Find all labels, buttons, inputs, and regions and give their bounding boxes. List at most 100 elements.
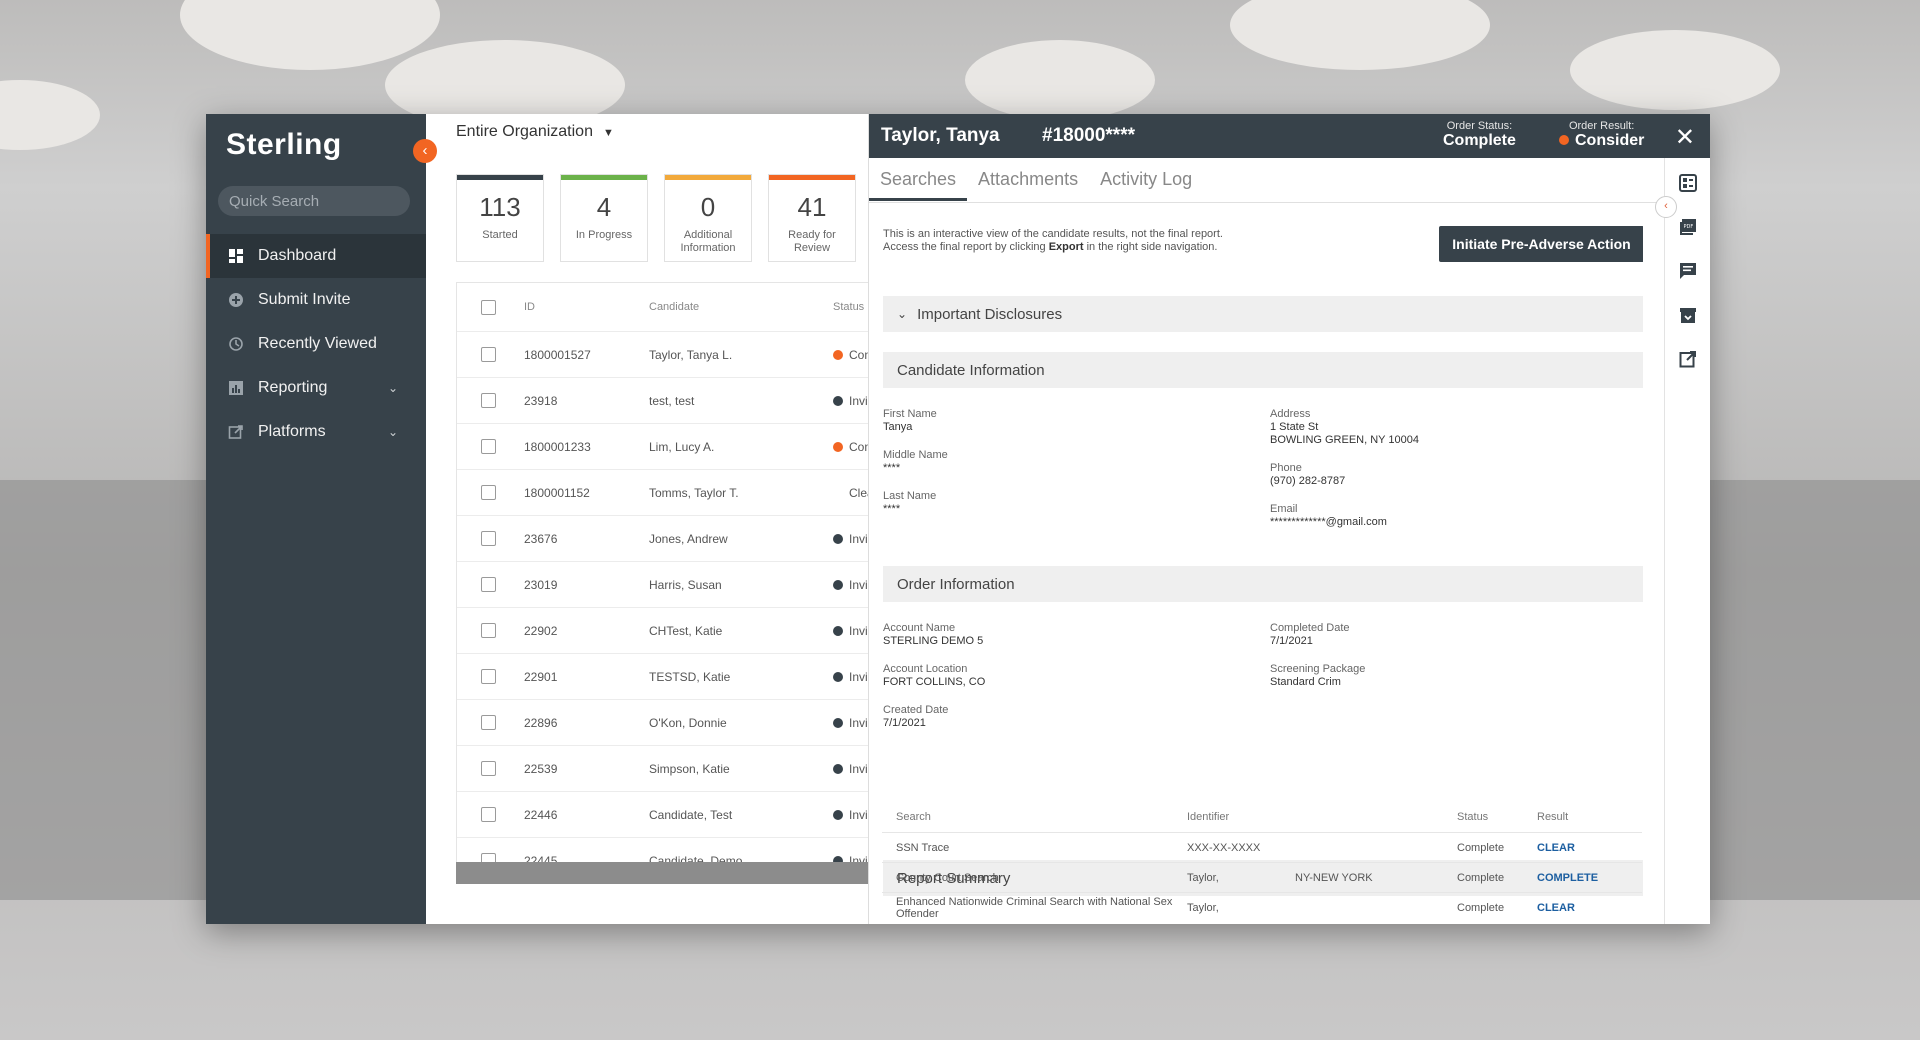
row-checkbox[interactable]	[481, 577, 496, 592]
export-icon[interactable]	[1679, 350, 1697, 368]
table-header: ID Candidate Status	[457, 283, 877, 332]
candidate-name[interactable]: Taylor, Tanya L.	[649, 347, 733, 362]
order-information-header: Order Information	[883, 566, 1643, 602]
stat-card-in-progress[interactable]: 4 In Progress	[560, 174, 648, 262]
row-checkbox[interactable]	[481, 807, 496, 822]
identifier-jurisdiction: NY-NEW YORK	[1295, 871, 1373, 884]
candidate-name[interactable]: Lim, Lucy A.	[649, 439, 715, 454]
row-checkbox[interactable]	[481, 623, 496, 638]
sidebar-item-submit-invite[interactable]: Submit Invite	[206, 278, 426, 322]
candidate-name[interactable]: Simpson, Katie	[649, 761, 730, 776]
stat-card-ready-for-review[interactable]: 41 Ready for Review	[768, 174, 856, 262]
close-icon[interactable]: ✕	[1674, 124, 1695, 151]
candidate-name[interactable]: Candidate, Test	[649, 807, 733, 822]
stat-card-additional-information[interactable]: 0 Additional Information	[664, 174, 752, 262]
stat-card-started[interactable]: 113 Started	[456, 174, 544, 262]
row-checkbox[interactable]	[481, 761, 496, 776]
order-status-label: Order Status:	[1446, 120, 1513, 132]
collapse-rail-button[interactable]: ‹	[1655, 196, 1677, 218]
collapse-sidebar-button[interactable]: ‹	[413, 139, 437, 163]
chevron-down-icon[interactable]: ⌄	[387, 381, 398, 395]
table-row[interactable]: 23676 Jones, Andrew Invi	[457, 516, 877, 562]
sidebar-item-recently-viewed[interactable]: Recently Viewed	[206, 322, 426, 366]
search-result-link[interactable]: CLEAR	[1537, 841, 1575, 854]
row-checkbox[interactable]	[481, 485, 496, 500]
report-summary-row[interactable]: Enhanced Nationwide Criminal Search with…	[882, 893, 1642, 922]
table-row[interactable]: 22896 O'Kon, Donnie Invi	[457, 700, 877, 746]
report-summary-row[interactable]: County Court Search Taylor, NY-NEW YORK Com…	[882, 863, 1642, 893]
table-row[interactable]: 1800001527 Taylor, Tanya L. Con	[457, 332, 877, 378]
status-text: Invi	[849, 531, 868, 546]
sidebar: Sterling ‹ Dashboard Submit Invite	[206, 114, 444, 924]
svg-text:PDF: PDF	[1684, 224, 1694, 230]
archive-icon[interactable]	[1679, 306, 1697, 324]
row-checkbox[interactable]	[481, 439, 496, 454]
interactive-view-note: This is an interactive view of the candi…	[883, 228, 1333, 254]
stat-color-bar	[561, 175, 647, 180]
search-result-link[interactable]: COMPLETE	[1537, 871, 1599, 884]
table-row[interactable]: 22902 CHTest, Katie Invi	[457, 608, 877, 654]
report-summary-row[interactable]: SSN Trace XXX-XX-XXXX Complete CLEAR	[882, 833, 1642, 863]
bar-chart-icon	[228, 380, 244, 396]
sidebar-item-label: Dashboard	[258, 247, 337, 264]
report-summary-grid: Search Identifier Status Result SSN Trac…	[882, 802, 1642, 922]
status-dot	[833, 625, 843, 636]
row-checkbox[interactable]	[481, 347, 496, 362]
column-header-candidate[interactable]: Candidate	[649, 301, 700, 313]
organization-selector-value: Entire Organization	[456, 123, 593, 140]
chevron-down-icon[interactable]: ⌄	[387, 425, 398, 439]
pdf-icon[interactable]: PDF	[1679, 218, 1697, 236]
candidate-name[interactable]: TESTSD, Katie	[649, 669, 731, 684]
candidate-name[interactable]: Jones, Andrew	[649, 531, 728, 546]
comment-icon[interactable]	[1679, 262, 1697, 280]
chevron-down-icon: ⌄	[897, 307, 908, 321]
orders-table: ID Candidate Status 1800001527 Taylor, Ta…	[456, 282, 877, 884]
ceiling-light	[1230, 0, 1490, 70]
candidate-name[interactable]: Tomms, Taylor T.	[649, 485, 739, 500]
status-text: Invi	[849, 669, 868, 684]
order-status: Order Status: Complete	[1443, 120, 1516, 150]
table-row[interactable]: 1800001233 Lim, Lucy A. Con	[457, 424, 877, 470]
candidate-name[interactable]: test, test	[649, 393, 695, 408]
status-dot	[833, 855, 843, 866]
horizontal-scrollbar[interactable]	[456, 862, 876, 884]
table-row[interactable]: 23918 test, test Invi	[457, 378, 877, 424]
tab-activity-log[interactable]: Activity Log	[1100, 169, 1193, 189]
sidebar-item-platforms[interactable]: Platforms ⌄	[206, 410, 426, 454]
row-checkbox[interactable]	[481, 715, 496, 730]
table-row[interactable]: 22446 Candidate, Test Invi	[457, 792, 877, 838]
row-checkbox[interactable]	[481, 393, 496, 408]
important-disclosures-toggle[interactable]: ⌄ Important Disclosures	[883, 296, 1643, 332]
email-field: Email *************@gmail.com	[1270, 503, 1387, 529]
column-header-id[interactable]: ID	[524, 301, 535, 313]
search-result-link[interactable]: CLEAR	[1537, 901, 1575, 914]
column-header-status[interactable]: Status	[833, 301, 865, 313]
table-row[interactable]: 23019 Harris, Susan Invi	[457, 562, 877, 608]
candidate-name[interactable]: Harris, Susan	[649, 577, 722, 592]
tab-attachments[interactable]: Attachments	[978, 169, 1079, 189]
row-checkbox[interactable]	[481, 531, 496, 546]
status-text: Invi	[849, 577, 868, 592]
detail-header: Taylor, Tanya #18000**** Order Status: C…	[869, 114, 1710, 158]
candidate-name[interactable]: O'Kon, Donnie	[649, 715, 727, 730]
table-row[interactable]: 22901 TESTSD, Katie Invi	[457, 654, 877, 700]
select-all-checkbox[interactable]	[481, 299, 496, 315]
table-row[interactable]: 1800001152 Tomms, Taylor T. Clea	[457, 470, 877, 516]
field-label: Account Location	[883, 663, 968, 675]
search-status: Complete	[1457, 901, 1505, 914]
status-dot	[833, 349, 843, 360]
row-checkbox[interactable]	[481, 669, 496, 684]
table-row[interactable]: 22539 Simpson, Katie Invi	[457, 746, 877, 792]
sidebar-item-dashboard[interactable]: Dashboard	[206, 234, 426, 278]
status-text: Con	[849, 439, 872, 454]
quick-search-input[interactable]	[218, 191, 430, 211]
field-label: First Name	[883, 408, 937, 420]
initiate-pre-adverse-action-button[interactable]: Initiate Pre-Adverse Action	[1439, 226, 1643, 262]
sidebar-item-reporting[interactable]: Reporting ⌄	[206, 366, 426, 410]
report-view-icon[interactable]	[1679, 174, 1697, 192]
order-detail-panel: Taylor, Tanya #18000**** Order Status: C…	[868, 114, 1710, 924]
candidate-name[interactable]: CHTest, Katie	[649, 623, 723, 638]
tab-searches[interactable]: Searches	[869, 158, 968, 201]
organization-selector[interactable]: Entire Organization ▼	[456, 123, 614, 141]
field-value: ****	[883, 503, 901, 515]
